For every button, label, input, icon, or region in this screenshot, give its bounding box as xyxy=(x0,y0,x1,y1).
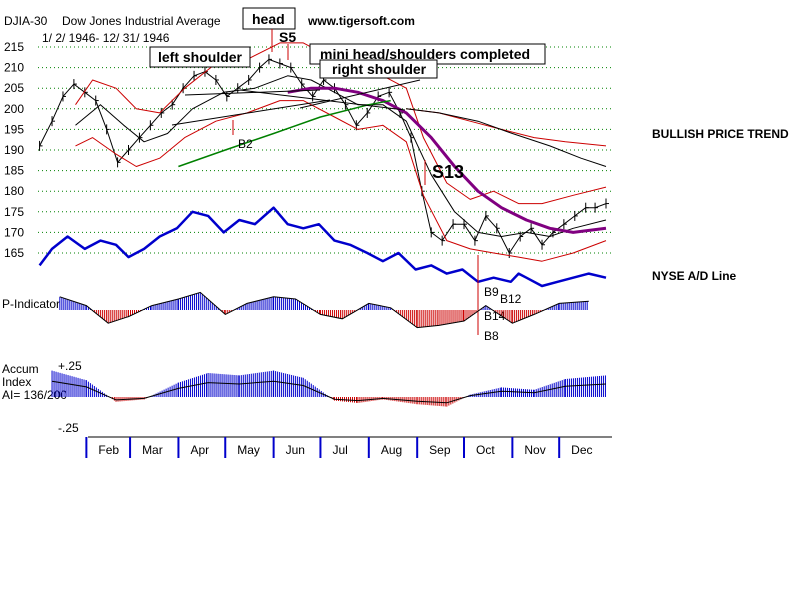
series-layer xyxy=(38,42,609,288)
head-label: head xyxy=(252,11,285,27)
accum-index-label: Index xyxy=(2,375,31,389)
series-lower-band xyxy=(75,100,607,262)
y-tick-205: 205 xyxy=(4,81,24,95)
month-label-aug: Aug xyxy=(381,443,402,457)
b12-label: B12 xyxy=(500,292,522,306)
month-label-sep: Sep xyxy=(429,443,451,457)
month-label-feb: Feb xyxy=(98,443,119,457)
month-label-nov: Nov xyxy=(524,443,545,457)
y-tick-195: 195 xyxy=(4,122,24,136)
index-name: Dow Jones Industrial Average xyxy=(62,14,221,28)
site-label: www.tigersoft.com xyxy=(307,14,415,28)
trend-label: BULLISH PRICE TREND xyxy=(652,127,789,141)
mini-hs-label: mini head/shoulders completed xyxy=(320,46,530,62)
y-tick-180: 180 xyxy=(4,184,24,198)
series-ma-21 xyxy=(75,75,607,237)
neckline-1 xyxy=(171,99,331,126)
b2-label: B2 xyxy=(238,137,253,151)
y-tick-210: 210 xyxy=(4,61,24,75)
series-ma-black-long xyxy=(406,108,607,167)
series-ma-long xyxy=(287,86,607,234)
accum-title: Accum xyxy=(2,362,39,376)
y-tick-190: 190 xyxy=(4,143,24,157)
price-tick-labels: 165 170 175 180 185 190 195 200 205 210 215 xyxy=(4,40,24,260)
head-box xyxy=(242,7,296,30)
series-ma-red-long xyxy=(406,108,607,147)
y-tick-200: 200 xyxy=(4,102,24,116)
month-label-dec: Dec xyxy=(571,443,592,457)
month-label-oct: Oct xyxy=(476,443,495,457)
p-indicator-label: P-Indicator xyxy=(2,297,60,311)
month-label-apr: Apr xyxy=(190,443,209,457)
left-shoulder-box xyxy=(149,46,251,68)
right-shoulder-label: right shoulder xyxy=(332,61,427,77)
date-range: 1/ 2/ 1946- 12/ 31/ 1946 xyxy=(42,31,170,45)
accum-ma-line xyxy=(51,380,607,404)
y-tick-165: 165 xyxy=(4,246,24,260)
accum-top-tick: +.25 xyxy=(58,359,82,373)
y-tick-185: 185 xyxy=(4,164,24,178)
right-shoulder-box xyxy=(319,59,438,79)
month-label-jun: Jun xyxy=(286,443,305,457)
month-axis-labels: Feb Mar Apr May Jun Jul Aug Sep Oct Nov Dec xyxy=(85,437,593,458)
ai-value: AI= 136/200 xyxy=(2,388,67,402)
month-label-mar: Mar xyxy=(142,443,163,457)
month-label-may: May xyxy=(237,443,260,457)
p-indicator-line xyxy=(59,291,589,329)
neckline-2 xyxy=(184,89,321,96)
s13-label: S13 xyxy=(432,162,464,182)
left-shoulder-label: left shoulder xyxy=(158,49,243,65)
ad-label: NYSE A/D Line xyxy=(652,269,737,283)
p-indicator-panel xyxy=(59,291,589,329)
y-tick-215: 215 xyxy=(4,40,24,54)
b9-label: B9 xyxy=(484,285,499,299)
y-tick-170: 170 xyxy=(4,225,24,239)
b8-label: B8 xyxy=(484,329,499,343)
ticker-label: DJIA-30 xyxy=(4,14,48,28)
series-green-trend xyxy=(178,99,391,168)
y-tick-175: 175 xyxy=(4,205,24,219)
neckline-3 xyxy=(239,89,406,111)
series-ad-line xyxy=(38,206,607,288)
pattern-annotations: head left shoulder mini head/shoulders c… xyxy=(149,7,546,343)
accum-bottom-tick: -.25 xyxy=(58,421,79,435)
month-label-jul: Jul xyxy=(332,443,347,457)
s5-label: S5 xyxy=(279,29,296,45)
accum-panel xyxy=(51,370,607,407)
neckline-4 xyxy=(299,79,421,109)
